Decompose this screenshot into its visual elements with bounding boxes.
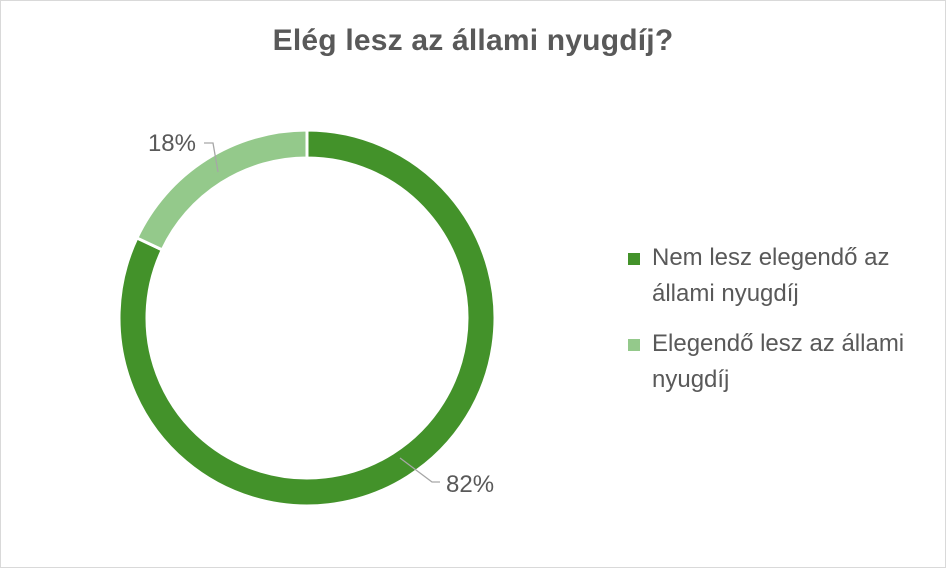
leader-line-nem-lesz-elegendo <box>399 457 440 483</box>
data-label-nem-lesz-elegendo: 82% <box>446 471 494 498</box>
leader-line-elegendo-lesz <box>204 142 219 173</box>
legend: Nem lesz elegendő az állami nyugdíj Eleg… <box>628 240 946 412</box>
data-label-elegendo-lesz: 18% <box>148 130 196 157</box>
legend-item-nem-lesz-elegendo: Nem lesz elegendő az állami nyugdíj <box>628 240 946 312</box>
chart-title: Elég lesz az állami nyugdíj? <box>272 24 674 57</box>
legend-swatch-nem-lesz-elegendo <box>628 253 640 265</box>
legend-label-nem-lesz-elegendo: Nem lesz elegendő az állami nyugdíj <box>652 244 890 307</box>
slice-elegendo-lesz <box>134 128 309 252</box>
slice-nem-lesz-elegendo <box>117 128 497 508</box>
legend-swatch-elegendo-lesz <box>628 339 640 351</box>
legend-item-elegendo-lesz: Elegendő lesz az állami nyugdíj <box>628 326 946 398</box>
legend-label-elegendo-lesz: Elegendő lesz az állami nyugdíj <box>652 330 905 393</box>
